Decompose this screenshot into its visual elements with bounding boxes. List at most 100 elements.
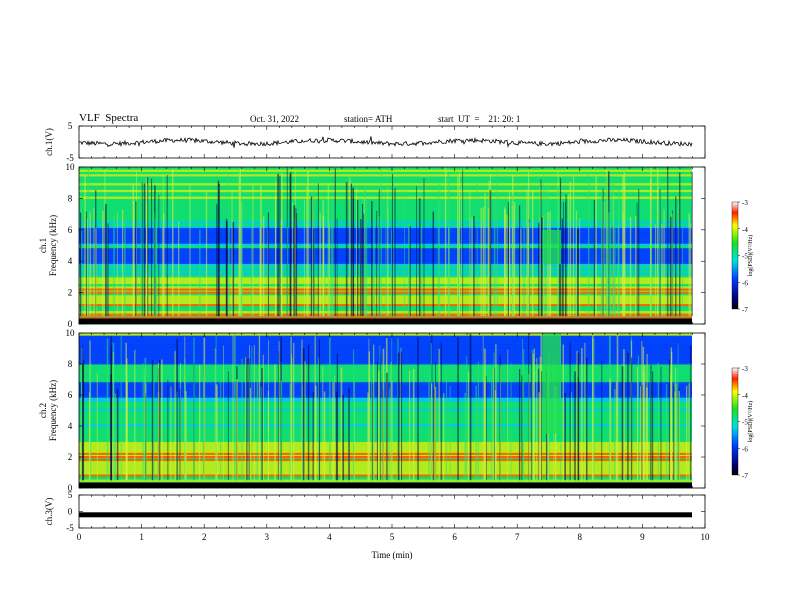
sferic-streak [105,204,107,317]
sferic-streak [660,366,662,481]
sferic-streak [388,388,390,481]
sferic-streak [538,223,540,317]
spectrogram-band [79,263,692,267]
spectrogram-band [79,297,692,300]
sferic-streak [371,384,374,481]
sferic-streak [482,334,484,481]
sferic-streak [494,368,496,481]
sferic-streak [238,174,240,317]
sferic-streak [203,337,206,481]
sferic-streak [586,357,588,481]
sferic-streak [114,393,117,481]
sferic-streak [334,168,336,317]
spectrogram-band [79,178,692,181]
sferic-streak [327,185,329,317]
spectrogram-band [79,439,692,442]
sferic-streak [147,177,149,317]
sferic-streak [643,365,646,481]
sferic-streak [437,181,440,317]
y-tick-label: 8 [68,359,73,369]
spectrogram-band [79,272,692,276]
y-tick-label: 10 [66,162,76,172]
sferic-streak [665,384,668,481]
sferic-streak [162,174,164,317]
sferic-streak [163,213,165,317]
sferic-streak [538,392,540,481]
sferic-streak [605,177,608,317]
sferic-streak [562,344,565,481]
sferic-streak [352,349,355,481]
start-time-label: start UT = 21: 20: 1 [438,114,521,124]
sferic-streak [104,168,106,317]
spectrogram-band [79,392,692,396]
spectrogram-band [79,383,692,387]
sferic-streak [199,229,201,317]
sferic-streak [373,344,375,481]
sferic-streak [457,337,459,481]
sferic-streak [125,342,127,481]
sferic-streak [216,203,218,317]
sferic-streak [336,353,338,481]
spectrogram-band [79,285,692,289]
colorbar-tick-label: -6 [742,279,748,287]
sferic-streak [677,343,679,481]
sferic-streak [676,368,678,481]
sferic-streak [477,361,479,481]
x-axis-label: Time (min) [372,550,413,560]
sferic-streak [685,385,688,481]
sferic-streak [438,202,440,317]
sferic-streak [363,213,365,317]
spectrogram-band [79,361,692,365]
sferic-streak [142,227,144,317]
sferic-streak [539,187,541,317]
sferic-streak [121,209,124,317]
sferic-streak [368,351,370,481]
sferic-streak [688,383,690,481]
sferic-streak [418,198,421,317]
sferic-streak [493,201,496,317]
spectrogram-band [79,450,692,454]
sferic-streak [79,212,82,317]
spectrogram-band [79,479,692,482]
spectrogram-band [79,388,692,392]
spectrogram-band [79,401,692,405]
spectrogram-band [79,386,692,389]
sferic-streak [609,180,612,317]
sferic-streak [142,363,144,481]
x-tick-label: 9 [640,532,645,542]
sferic-streak [120,334,122,481]
sferic-streak [558,228,560,317]
sferic-streak [143,183,146,317]
sferic-streak [260,386,262,481]
sferic-streak [642,346,645,481]
sferic-streak [223,345,224,481]
sferic-streak [334,375,335,481]
sferic-streak [571,391,573,481]
sferic-streak [218,183,220,317]
spectrogram-band [79,306,692,309]
spectrogram-band [79,310,692,314]
sferic-streak [322,216,325,317]
sferic-streak [613,389,616,481]
sferic-streak [510,362,512,481]
sferic-streak [153,213,155,317]
sferic-streak [584,342,586,481]
spectrogram-band [79,270,692,273]
sferic-streak [512,194,514,317]
sferic-streak [189,183,191,317]
sferic-streak [179,388,181,481]
sferic-streak [458,172,461,317]
x-tick-label: 0 [77,532,82,542]
spectrogram-band [79,225,692,229]
spectrogram-band [79,182,692,186]
spectrogram-band [79,200,692,204]
sferic-streak [636,367,639,481]
sferic-streak [134,349,136,481]
sferic-streak [675,383,677,481]
spectrogram-band [79,301,692,305]
spectrogram-band [79,364,692,367]
sferic-streak [462,169,464,317]
chart-title: VLF Spectra [79,112,139,124]
sferic-streak [323,391,326,481]
sferic-streak [217,180,220,317]
